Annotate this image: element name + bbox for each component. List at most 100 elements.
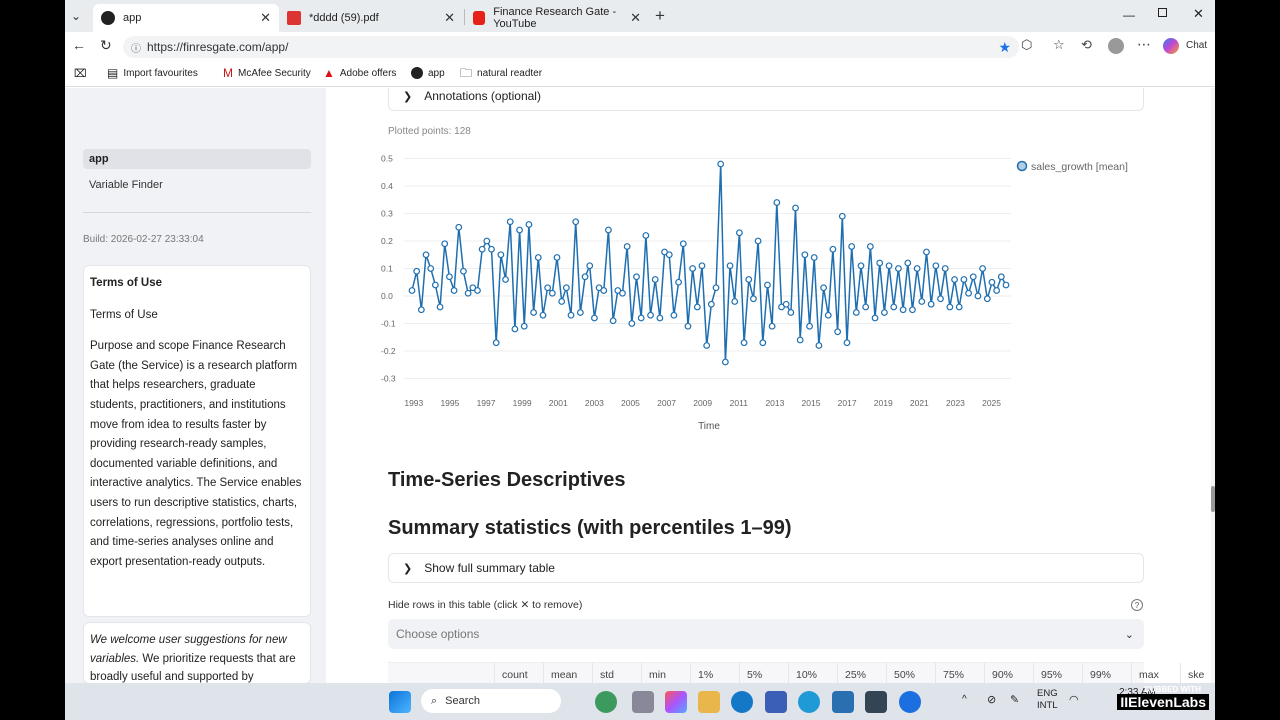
back-icon[interactable]: ← (72, 37, 86, 53)
time-series-chart[interactable]: 0.50.40.30.20.10.0-0.1-0.2-0.3 1993 1995 1… (376, 146, 1196, 451)
network-off-icon[interactable]: ⊘ (987, 694, 997, 706)
widget-icon[interactable] (595, 691, 617, 713)
suggestions-panel[interactable]: We welcome user suggestions for new vari… (83, 622, 311, 684)
file-explorer-icon[interactable] (698, 691, 720, 713)
copilot-taskbar-icon[interactable] (665, 691, 687, 713)
data-point (605, 226, 612, 234)
app-icon[interactable] (865, 691, 887, 713)
tab-actions-icon[interactable]: ⌄ (71, 9, 82, 23)
column-divider (543, 663, 544, 683)
table-column-header[interactable]: min (649, 669, 666, 681)
fav-natural-readter[interactable]: 🗀 natural readter (460, 67, 542, 79)
close-icon[interactable]: ✕ (260, 10, 271, 25)
chevron-up-icon[interactable]: ^ (962, 694, 967, 705)
terms-panel[interactable]: Terms of Use Terms of Use Purpose and sc… (83, 265, 311, 617)
table-column-header[interactable]: std (600, 669, 615, 681)
data-point (960, 276, 968, 283)
fav-app[interactable]: app (411, 67, 445, 79)
data-point (815, 342, 823, 349)
data-point (502, 276, 509, 283)
data-point (857, 262, 865, 270)
data-point (983, 295, 991, 303)
wifi-icon[interactable]: ◠ (1069, 694, 1079, 706)
data-point (918, 298, 926, 305)
suggestions-text: We prioritize requests that are broadly … (90, 652, 296, 684)
table-column-header[interactable]: count (502, 669, 528, 681)
table-column-header[interactable]: 50% (894, 669, 916, 681)
x-tick-label: 2013 (765, 398, 784, 408)
table-column-header[interactable]: max (1139, 669, 1159, 681)
data-point (820, 284, 827, 292)
annotations-expander[interactable]: ❯ Annotations (optional) (388, 88, 1144, 111)
fav-adobe[interactable]: ▲ Adobe offers (323, 67, 396, 79)
new-tab-icon[interactable]: + (655, 6, 665, 25)
browser-window: ⌄ app ✕ *dddd (59).pdf ✕ Finance Researc… (65, 0, 1215, 720)
x-tick-label: 1995 (440, 398, 459, 408)
tab-app[interactable]: app ✕ (93, 4, 279, 32)
history-icon[interactable]: ⟲ (1081, 37, 1092, 52)
window-close-icon[interactable]: ✕ (1193, 6, 1204, 21)
fav-import[interactable]: ▤ Import favourites (107, 67, 198, 79)
x-tick-label: 2023 (946, 398, 965, 408)
choose-options-select[interactable]: Choose options ⌄ (388, 619, 1144, 649)
tab-youtube[interactable]: Finance Research Gate - YouTube ✕ (465, 4, 649, 32)
taskbar-search[interactable]: ⌕ Search (421, 689, 561, 713)
legend-marker (1016, 160, 1028, 172)
scrollbar-thumb[interactable] (1211, 486, 1215, 512)
summary-table-header: count mean std min 1% 5% 10% 25% 50% 75% 90% 95% 99%… (388, 662, 1204, 683)
table-column-header[interactable]: mean (551, 669, 578, 681)
pen-icon[interactable]: ✎ (1010, 694, 1020, 706)
column-divider (984, 663, 985, 683)
sidebar-item-app[interactable]: app (83, 149, 311, 169)
more-menu-icon[interactable]: ⋯ (1137, 36, 1151, 52)
maximize-icon[interactable] (1158, 8, 1167, 17)
table-column-header[interactable]: 90% (992, 669, 1014, 681)
favourites-icon[interactable]: ☆ (1053, 37, 1065, 52)
favourites-bar: ⌧ ▤ Import favourites M McAfee Security ▲ A… (65, 62, 1215, 87)
expander-label: Show full summary table (424, 561, 555, 575)
sidebar-item-variable-finder[interactable]: Variable Finder (89, 179, 163, 191)
table-column-header[interactable]: 25% (845, 669, 867, 681)
show-table-expander[interactable]: ❯ Show full summary table (388, 553, 1144, 583)
data-point (754, 237, 762, 245)
profile-avatar[interactable] (1108, 38, 1124, 54)
page-scrollbar[interactable] (1211, 88, 1215, 683)
terms-heading: Terms of Use (90, 277, 163, 289)
table-column-header[interactable]: 10% (796, 669, 818, 681)
close-icon[interactable]: ✕ (444, 10, 455, 25)
y-tick-label: 0.1 (381, 264, 393, 274)
url-field[interactable]: ⓘ https://finresgate.com/app/ ★ (123, 36, 1019, 58)
copilot-icon[interactable] (1163, 38, 1179, 54)
edge-icon[interactable] (731, 691, 753, 713)
y-tick-label: 0.2 (381, 236, 393, 246)
minimize-icon[interactable]: — (1123, 8, 1135, 22)
tab-pdf[interactable]: *dddd (59).pdf ✕ (279, 4, 463, 32)
extensions-icon[interactable]: ⬡ (1021, 37, 1033, 52)
table-column-header[interactable]: ske (1188, 669, 1205, 681)
data-point (927, 300, 935, 308)
start-icon[interactable] (389, 691, 411, 713)
task-view-icon[interactable] (632, 691, 654, 713)
table-column-header[interactable]: 95% (1041, 669, 1063, 681)
table-column-header[interactable]: 75% (943, 669, 965, 681)
language-indicator[interactable]: ENG INTL (1037, 688, 1058, 712)
table-column-header[interactable]: 99% (1090, 669, 1112, 681)
help-icon[interactable]: ? (1131, 599, 1143, 611)
table-column-header[interactable]: 5% (747, 669, 763, 681)
refresh-icon[interactable]: ↻ (100, 37, 112, 53)
zoom-icon[interactable] (899, 691, 921, 713)
fav-mcafee[interactable]: M McAfee Security (223, 67, 311, 79)
chrome-icon[interactable] (798, 691, 820, 713)
chat-button[interactable]: Chat (1186, 40, 1208, 51)
table-column-header[interactable]: 1% (698, 669, 714, 681)
clock-time[interactable]: 2:33 AM (1119, 687, 1156, 698)
plotted-points-caption: Plotted points: 128 (388, 126, 471, 137)
store-icon[interactable] (765, 691, 787, 713)
favourite-star-icon[interactable]: ★ (998, 38, 1011, 55)
adobe-icon: ▲ (323, 66, 335, 80)
favourites-toggle-icon[interactable]: ⌧ (74, 68, 87, 80)
site-info-icon[interactable]: ⓘ (131, 43, 141, 55)
app-icon[interactable] (832, 691, 854, 713)
fav-label: app (428, 67, 445, 79)
close-icon[interactable]: ✕ (630, 10, 641, 25)
